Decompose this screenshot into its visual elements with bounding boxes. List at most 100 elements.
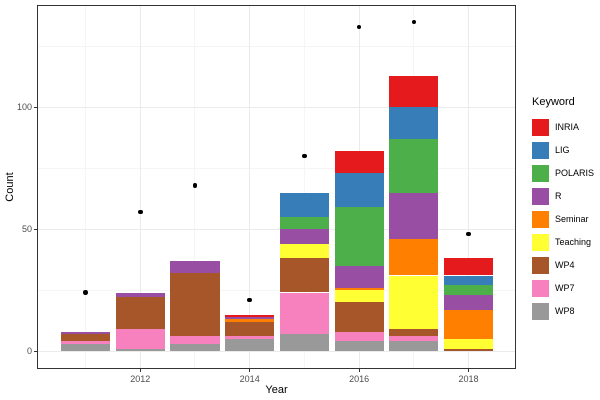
bar-2011-WP4 xyxy=(61,334,111,342)
gridline-x-minor xyxy=(303,5,305,368)
legend-swatch-WP7 xyxy=(532,279,549,297)
bar-2015-POLARIS xyxy=(279,217,329,230)
bar-2017-WP4 xyxy=(389,329,439,337)
bar-2013-R xyxy=(170,260,220,274)
bar-2015-WP8 xyxy=(279,334,329,352)
legend-swatch-LIG xyxy=(532,141,549,159)
bar-2015-LIG xyxy=(279,192,329,217)
bar-2016-WP8 xyxy=(334,341,384,352)
legend-label-WP7: WP7 xyxy=(555,283,575,293)
x-axis-title: Year xyxy=(265,384,288,396)
legend-label-LIG: LIG xyxy=(555,145,570,155)
bar-2017-Seminar xyxy=(389,238,439,276)
point-2016 xyxy=(356,24,362,30)
point-2013 xyxy=(192,183,198,188)
legend-item-Seminar: Seminar xyxy=(528,208,600,231)
bar-2016-LIG xyxy=(334,173,384,208)
bar-2015-Teaching xyxy=(279,243,329,259)
bar-2017-R xyxy=(389,192,439,239)
x-tick-label: 2018 xyxy=(458,373,479,384)
bar-2017-LIG xyxy=(389,107,439,139)
bar-2016-R xyxy=(334,265,384,288)
x-tick-label: 2016 xyxy=(349,373,370,384)
gridline-y-minor xyxy=(38,167,515,169)
bar-2018-Teaching xyxy=(443,338,494,349)
gridline-y-major xyxy=(38,228,515,230)
legend-label-Seminar: Seminar xyxy=(555,214,589,224)
legend-swatch-R xyxy=(532,187,549,205)
point-2017 xyxy=(411,19,417,25)
x-tick xyxy=(358,367,360,372)
gridline-y-major xyxy=(38,106,515,108)
bar-2015-WP7 xyxy=(279,292,329,334)
bar-2012-WP8 xyxy=(115,348,165,351)
legend-item-WP4: WP4 xyxy=(528,254,600,277)
gridline-x-major xyxy=(468,5,469,368)
bar-2014-WP7 xyxy=(225,336,275,339)
bar-2011-R xyxy=(61,331,111,334)
bar-2014-Seminar xyxy=(225,319,275,322)
bar-2016-POLARIS xyxy=(334,207,384,266)
legend: Keyword INRIA LIG POLARIS R Seminar Teaching W… xyxy=(528,96,600,323)
legend-title: Keyword xyxy=(532,96,575,108)
legend-item-WP8: WP8 xyxy=(528,300,600,323)
legend-swatch-INRIA xyxy=(532,118,549,136)
bar-2016-WP7 xyxy=(334,331,384,342)
gridline-y-minor xyxy=(38,45,515,47)
bar-2017-WP8 xyxy=(389,341,439,352)
gridline-y-minor xyxy=(38,289,515,291)
bar-2014-WP4 xyxy=(225,321,275,337)
point-2014 xyxy=(247,297,252,303)
bar-2016-Teaching xyxy=(334,290,384,303)
legend-item-LIG: LIG xyxy=(528,139,600,162)
legend-swatch-POLARIS xyxy=(532,164,549,182)
x-tick-label: 2014 xyxy=(239,373,260,384)
legend-item-WP7: WP7 xyxy=(528,277,600,300)
bar-2014-INRIA xyxy=(225,314,275,317)
gridline-x-minor xyxy=(85,5,87,368)
bar-2012-WP4 xyxy=(115,297,165,330)
bar-2017-POLARIS xyxy=(389,139,439,193)
bar-2017-INRIA xyxy=(389,75,439,108)
point-2015 xyxy=(302,153,307,159)
bar-2018-Seminar xyxy=(443,309,494,339)
legend-item-Teaching: Teaching xyxy=(528,231,600,254)
x-tick-label: 2012 xyxy=(130,373,151,384)
legend-swatch-Seminar xyxy=(532,210,549,228)
bar-2015-WP4 xyxy=(279,258,329,293)
bar-2012-WP7 xyxy=(115,329,165,349)
gridline-y-major xyxy=(38,350,515,352)
bar-2013-WP8 xyxy=(170,343,220,351)
bar-2011-WP7 xyxy=(61,341,111,344)
x-tick xyxy=(139,367,141,372)
legend-item-POLARIS: POLARIS xyxy=(528,162,600,185)
y-tick-label: 100 xyxy=(16,102,32,113)
gridline-x-major xyxy=(249,5,251,368)
bar-2011-WP8 xyxy=(61,343,111,351)
bar-2016-Seminar xyxy=(334,287,384,291)
x-tick xyxy=(249,367,251,372)
bar-2013-WP7 xyxy=(170,336,220,344)
legend-label-INRIA: INRIA xyxy=(555,122,580,132)
bar-2014-WP8 xyxy=(225,338,275,352)
x-tick xyxy=(468,367,469,372)
legend-label-WP8: WP8 xyxy=(555,306,575,316)
y-tick-label: 0 xyxy=(26,346,32,357)
legend-swatch-WP8 xyxy=(532,302,549,320)
point-2012 xyxy=(138,209,143,215)
legend-label-R: R xyxy=(555,191,562,201)
bar-2013-WP4 xyxy=(170,273,220,337)
bar-2018-LIG xyxy=(443,275,494,286)
legend-swatch-WP4 xyxy=(532,256,549,274)
y-tick xyxy=(34,228,38,230)
y-axis-title: Count xyxy=(4,171,16,202)
bar-2018-WP4 xyxy=(443,348,494,351)
legend-items: INRIA LIG POLARIS R Seminar Teaching WP4 WP7 WP8 xyxy=(528,116,600,323)
bar-2018-POLARIS xyxy=(443,285,494,295)
bar-2015-R xyxy=(279,229,329,244)
y-tick xyxy=(34,350,38,352)
legend-label-Teaching: Teaching xyxy=(555,237,592,247)
bar-2018-R xyxy=(443,295,494,310)
legend-item-INRIA: INRIA xyxy=(528,116,600,139)
